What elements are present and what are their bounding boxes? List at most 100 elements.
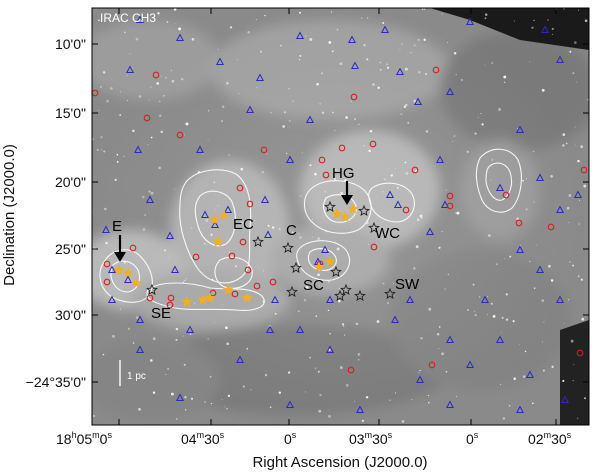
- field-star: [379, 61, 382, 64]
- circle-marker: [167, 294, 175, 302]
- circle-marker: [411, 166, 419, 174]
- x-tick-label: 0s: [466, 430, 479, 447]
- field-star: [127, 327, 131, 330]
- field-star: [358, 359, 360, 361]
- field-star: [329, 332, 331, 335]
- triangle-marker: [101, 225, 111, 233]
- field-star: [420, 336, 423, 340]
- field-star: [144, 214, 147, 216]
- field-star: [182, 335, 184, 337]
- field-star: [138, 95, 142, 98]
- y-tick-label: 15'0": [55, 105, 86, 121]
- field-star: [318, 409, 322, 413]
- field-star: [100, 136, 103, 139]
- field-star: [473, 310, 476, 313]
- triangle-marker: [125, 65, 135, 73]
- triangle-marker: [480, 295, 490, 303]
- field-star: [424, 72, 428, 75]
- y-tick-label: 20'0": [55, 174, 86, 190]
- field-star: [170, 69, 173, 72]
- field-star: [568, 194, 572, 197]
- field-star: [474, 132, 477, 135]
- field-star: [102, 353, 105, 356]
- field-star: [529, 61, 531, 63]
- field-star: [562, 133, 566, 136]
- triangle-marker: [535, 265, 545, 273]
- field-star: [541, 88, 545, 92]
- field-star: [438, 325, 441, 328]
- field-star: [509, 255, 512, 258]
- contour-ec-inner: [194, 190, 236, 247]
- field-star: [423, 8, 426, 10]
- field-star: [339, 62, 343, 66]
- field-star: [228, 251, 230, 253]
- field-star: [428, 401, 430, 404]
- field-star: [119, 308, 122, 310]
- field-star: [235, 265, 237, 268]
- field-star: [287, 371, 291, 374]
- field-star: [358, 123, 360, 126]
- triangle-marker: [270, 295, 280, 303]
- field-star: [331, 50, 334, 53]
- field-star: [513, 377, 516, 380]
- field-star: [367, 243, 370, 246]
- field-star: [566, 206, 570, 210]
- open-star-marker: [290, 261, 302, 273]
- field-star: [157, 12, 160, 15]
- field-star: [207, 138, 209, 141]
- field-star: [240, 167, 244, 171]
- field-star: [335, 241, 337, 243]
- field-star: [309, 356, 311, 359]
- field-star: [119, 114, 122, 117]
- triangle-marker: [135, 345, 145, 353]
- contours: [99, 148, 522, 311]
- field-star: [116, 153, 119, 156]
- triangle-marker: [175, 33, 185, 41]
- field-star: [225, 326, 228, 330]
- field-star: [147, 144, 149, 146]
- field-star: [423, 38, 426, 41]
- x-tick-label: 02m30s: [528, 430, 572, 447]
- field-star: [390, 174, 393, 177]
- field-star: [226, 342, 229, 346]
- field-star: [533, 19, 535, 22]
- field-star: [341, 323, 345, 326]
- field-star: [184, 396, 187, 399]
- filled-star-marker: [122, 267, 134, 278]
- field-star: [580, 278, 583, 281]
- field-star: [150, 191, 154, 195]
- region-label-wc: WC: [375, 225, 400, 242]
- triangle-marker: [555, 55, 565, 63]
- circle-marker: [318, 156, 326, 164]
- field-star: [298, 11, 302, 14]
- contour-w: [475, 148, 522, 213]
- field-star: [327, 280, 330, 283]
- field-star: [324, 190, 327, 193]
- field-star: [479, 296, 481, 298]
- field-star: [305, 35, 307, 37]
- field-star: [191, 37, 195, 41]
- field-star: [299, 195, 302, 197]
- field-star: [415, 245, 419, 249]
- x-tick-label: 04m30s: [181, 430, 225, 447]
- field-star: [213, 181, 216, 184]
- field-star: [417, 38, 420, 41]
- field-star: [333, 178, 336, 180]
- field-star: [96, 148, 99, 152]
- field-star: [392, 282, 394, 284]
- field-star: [354, 400, 355, 402]
- field-star: [288, 87, 290, 90]
- field-star: [411, 399, 413, 401]
- field-star: [175, 327, 179, 331]
- triangle-marker: [165, 231, 175, 239]
- field-star: [207, 338, 209, 340]
- field-star: [267, 224, 270, 227]
- field-star: [366, 58, 369, 61]
- field-star: [508, 404, 511, 407]
- field-star: [532, 150, 535, 153]
- triangle-marker: [135, 15, 145, 23]
- field-star: [541, 341, 543, 343]
- field-star: [418, 71, 421, 74]
- field-star: [336, 247, 340, 251]
- field-star: [399, 49, 401, 50]
